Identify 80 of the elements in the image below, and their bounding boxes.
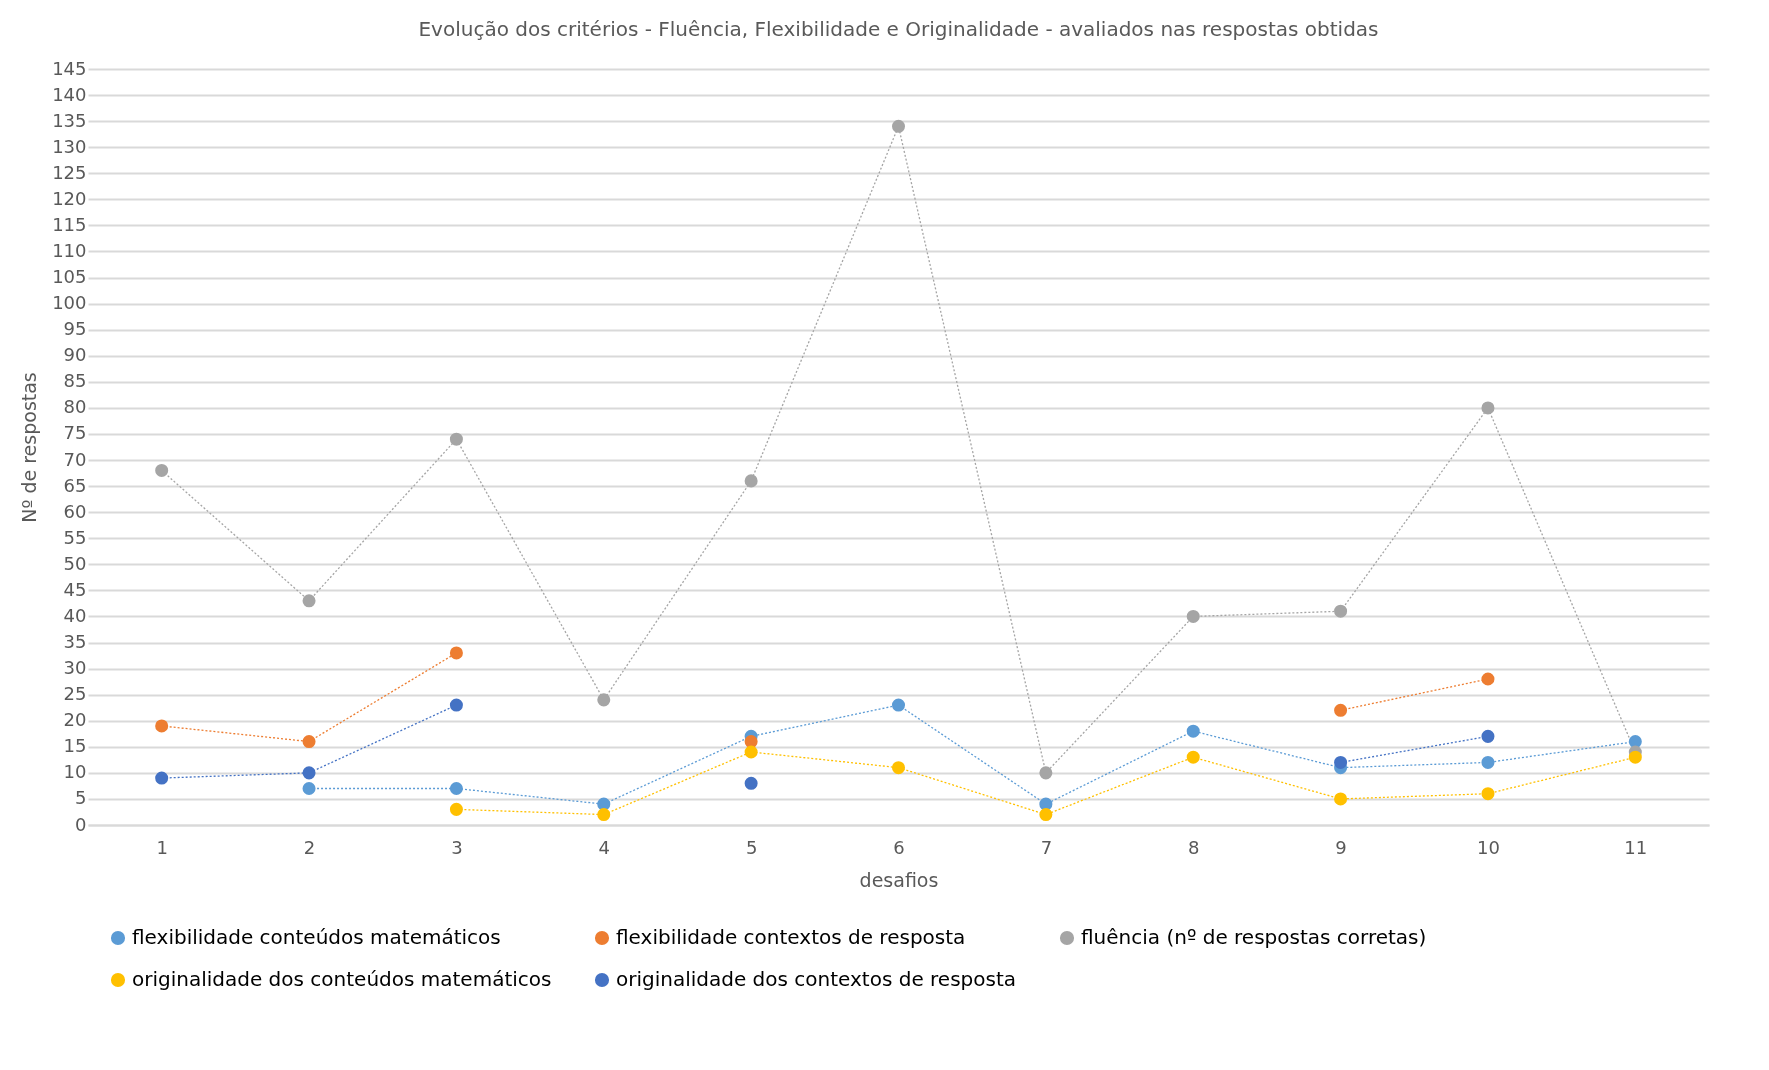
y-tick-label: 20: [63, 709, 87, 731]
x-tick-label: 1: [156, 836, 168, 858]
point: [597, 808, 611, 822]
y-tick-label: 45: [63, 578, 87, 600]
point: [1481, 787, 1495, 801]
x-tick-label: 7: [1040, 836, 1053, 858]
point: [155, 771, 169, 785]
y-tick-label: 30: [63, 657, 87, 679]
x-tick-label: 10: [1477, 836, 1500, 858]
y-tick-label: 115: [52, 213, 87, 235]
x-tick-label: 11: [1624, 836, 1648, 858]
point: [302, 594, 316, 608]
legend-label: originalidade dos conteúdos matemáticos: [132, 967, 552, 991]
point: [744, 735, 758, 749]
y-tick-label: 75: [63, 422, 87, 444]
y-tick-label: 40: [63, 604, 87, 626]
y-tick-label: 10: [63, 761, 87, 783]
y-tick-label: 70: [63, 448, 87, 470]
legend-label: fluência (nº de respostas corretas): [1081, 925, 1427, 949]
point: [449, 698, 463, 712]
y-tick-label: 15: [63, 735, 87, 757]
y-tick-label: 60: [63, 500, 87, 522]
point: [744, 474, 758, 488]
x-tick-label: 3: [451, 836, 463, 858]
y-tick-label: 95: [63, 318, 87, 340]
x-tick-label: 9: [1335, 836, 1347, 858]
point: [302, 766, 316, 780]
point: [1039, 808, 1053, 822]
chart-title: Evolução dos critérios - Fluência, Flexibilidade e Originalidade - avaliados nas respostas obtidas: [418, 17, 1379, 41]
point: [302, 735, 316, 749]
y-tick-label: 80: [63, 396, 87, 418]
point: [891, 761, 906, 775]
x-tick-label: 8: [1188, 836, 1200, 858]
y-tick-label: 100: [52, 292, 87, 314]
point: [744, 745, 758, 759]
point: [1186, 609, 1200, 623]
point: [449, 782, 463, 796]
y-tick-label: 90: [63, 344, 87, 366]
point: [1039, 766, 1053, 780]
point: [1481, 401, 1495, 415]
point: [449, 802, 463, 816]
point: [449, 646, 463, 660]
y-tick-label: 140: [52, 83, 87, 105]
point: [1334, 792, 1348, 806]
x-axis-title: desafios: [859, 868, 939, 891]
point: [891, 119, 906, 133]
y-tick-label: 50: [63, 552, 87, 574]
point: [744, 776, 758, 790]
x-tick-label: 4: [598, 836, 610, 858]
x-tick-label: 2: [303, 836, 316, 858]
y-tick-label: 145: [52, 57, 87, 79]
y-tick-label: 135: [52, 109, 87, 131]
y-tick-label: 105: [52, 266, 87, 288]
point: [1334, 604, 1348, 618]
y-axis-title: Nº de respostas: [18, 372, 41, 523]
point: [449, 432, 463, 446]
y-tick-label: 25: [63, 683, 87, 705]
y-tick-label: 65: [63, 474, 87, 496]
point: [155, 719, 169, 733]
y-tick-label: 85: [63, 370, 87, 392]
y-tick-label: 35: [63, 631, 87, 653]
legend-label: flexibilidade contextos de resposta: [616, 925, 966, 949]
point: [1186, 750, 1200, 764]
y-tick-label: 55: [63, 526, 87, 548]
x-tick-label: 6: [893, 836, 905, 858]
y-tick-label: 130: [52, 135, 87, 157]
point: [155, 463, 169, 477]
y-tick-label: 120: [52, 187, 87, 209]
point: [597, 693, 611, 707]
point: [302, 782, 316, 796]
y-tick-label: 125: [52, 161, 87, 183]
y-tick-label: 0: [75, 813, 87, 835]
y-tick-label: 5: [75, 787, 87, 809]
point: [891, 698, 906, 712]
y-tick-label: 110: [52, 239, 87, 261]
point: [1628, 750, 1642, 764]
point: [1186, 724, 1200, 738]
legend-label: flexibilidade conteúdos matemáticos: [132, 925, 501, 949]
x-tick-label: 5: [745, 836, 758, 858]
legend-label: originalidade dos contextos de resposta: [616, 967, 1017, 991]
